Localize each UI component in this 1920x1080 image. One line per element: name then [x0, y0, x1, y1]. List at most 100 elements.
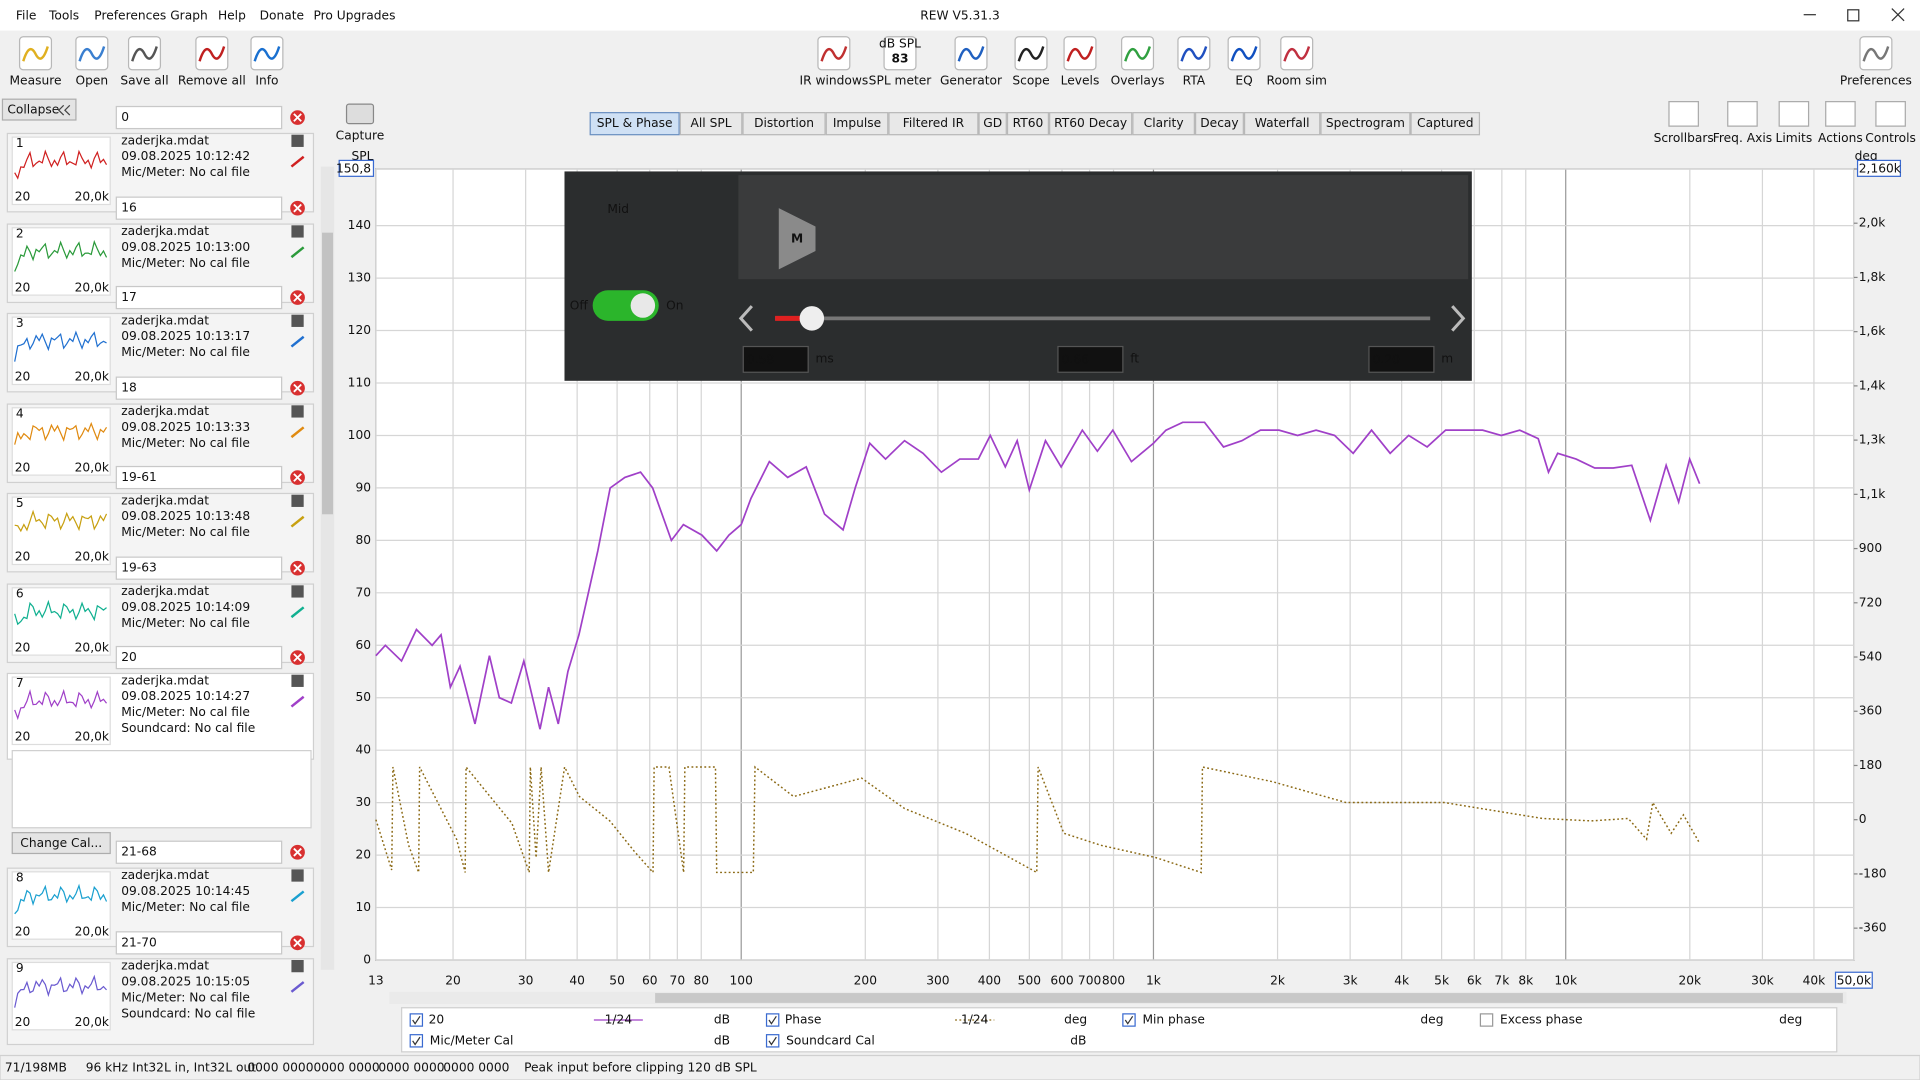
- graph-tab[interactable]: [1006, 112, 1050, 136]
- change-cal-label[interactable]: Change Cal...: [20, 836, 102, 850]
- measurement-name-field[interactable]: [115, 376, 283, 400]
- toolbar-button[interactable]: Measure: [10, 73, 62, 87]
- graph-tab-label[interactable]: RT60 Decay: [1054, 116, 1127, 130]
- capture-icon[interactable]: [345, 103, 375, 125]
- graph-tab-label[interactable]: GD: [983, 116, 1002, 130]
- view-control-label[interactable]: Freq. Axis: [1713, 131, 1772, 145]
- view-control-label[interactable]: Limits: [1776, 131, 1813, 145]
- menu-item[interactable]: Tools: [48, 8, 79, 22]
- graph-tab-label[interactable]: Distortion: [754, 116, 814, 130]
- graph-tab[interactable]: [1049, 112, 1133, 136]
- view-control-icon[interactable]: [1825, 101, 1856, 127]
- toolbar-button[interactable]: IR windows: [799, 73, 868, 87]
- sidebar-scroll-thumb[interactable]: [322, 232, 334, 515]
- measurement-name[interactable]: 18: [121, 381, 137, 395]
- toolbar-button[interactable]: Remove all: [178, 73, 246, 87]
- view-control-icon[interactable]: [1727, 101, 1758, 127]
- delay-field[interactable]: [1368, 345, 1435, 373]
- color-pen[interactable]: [290, 246, 305, 259]
- graph-tab[interactable]: [1410, 112, 1481, 136]
- measurement-name-field[interactable]: [115, 196, 283, 220]
- measurement-name[interactable]: 19-63: [121, 561, 157, 575]
- save-icon[interactable]: [291, 225, 304, 238]
- save-icon[interactable]: [291, 674, 304, 687]
- save-icon[interactable]: [291, 494, 304, 507]
- window-controls[interactable]: [1803, 8, 1905, 22]
- graph-tab-label[interactable]: Decay: [1200, 116, 1238, 130]
- color-pen[interactable]: [290, 335, 305, 348]
- toolbar-button[interactable]: Levels: [1061, 73, 1100, 87]
- graph-tab[interactable]: [978, 112, 1007, 136]
- delay-field[interactable]: [742, 345, 809, 373]
- collapse-label[interactable]: Collapse: [7, 103, 59, 117]
- toolbar-button[interactable]: Generator: [940, 73, 1003, 87]
- graph-tab-label[interactable]: Filtered IR: [903, 116, 965, 130]
- graph-tab-label[interactable]: SPL & Phase: [597, 116, 673, 130]
- x-limit-box[interactable]: [1834, 971, 1873, 989]
- graph-tab-label[interactable]: Spectrogram: [1326, 116, 1405, 130]
- measurement-name-field[interactable]: [115, 556, 283, 580]
- toggle-knob[interactable]: [630, 293, 656, 318]
- checkbox[interactable]: [765, 1013, 780, 1027]
- menu-item[interactable]: Preferences: [94, 8, 166, 22]
- graph-tab[interactable]: [742, 112, 826, 136]
- measurement-name-field[interactable]: [115, 931, 283, 955]
- measurement-name-field[interactable]: [115, 285, 283, 310]
- toolbar-button[interactable]: Save all: [120, 73, 168, 87]
- measurement-name[interactable]: 0: [121, 110, 129, 124]
- restore[interactable]: [1847, 9, 1860, 22]
- graph-tab-label[interactable]: Captured: [1417, 116, 1473, 130]
- toolbar-button[interactable]: Preferences: [1840, 73, 1912, 87]
- graph-tab[interactable]: [825, 112, 889, 136]
- toolbar-button[interactable]: Info: [255, 73, 278, 87]
- toolbar-icon[interactable]: [883, 36, 917, 71]
- color-pen[interactable]: [290, 155, 305, 168]
- view-control-label[interactable]: Scrollbars: [1654, 131, 1714, 145]
- menu-item[interactable]: Graph: [170, 8, 208, 22]
- view-control-label[interactable]: Actions: [1818, 131, 1863, 145]
- color-pen[interactable]: [290, 515, 305, 528]
- checkbox[interactable]: [1122, 1013, 1136, 1027]
- measurement-name[interactable]: 19-61: [121, 470, 157, 484]
- toolbar-button[interactable]: Overlays: [1111, 73, 1165, 87]
- measurement-name[interactable]: 21-70: [121, 935, 157, 949]
- delay-value[interactable]: 0.66: [1062, 353, 1089, 367]
- view-control-icon[interactable]: [1875, 101, 1906, 127]
- view-control-label[interactable]: Controls: [1865, 131, 1916, 145]
- delay-field[interactable]: [1057, 345, 1124, 373]
- y2-limit-box[interactable]: [1856, 159, 1902, 177]
- measurement-name[interactable]: 21-68: [121, 845, 157, 859]
- measurement-name[interactable]: 17: [121, 290, 137, 304]
- measurement-name-field[interactable]: [115, 465, 283, 490]
- menu-item[interactable]: Help: [218, 8, 246, 22]
- save-icon[interactable]: [291, 314, 304, 327]
- view-control-icon[interactable]: [1668, 101, 1699, 127]
- delay-value[interactable]: 0.20: [1373, 353, 1400, 367]
- delay-value[interactable]: 0.58: [747, 353, 774, 367]
- checkbox[interactable]: [409, 1013, 424, 1027]
- save-icon[interactable]: [291, 405, 304, 418]
- checkbox[interactable]: [1479, 1013, 1494, 1027]
- graph-tab[interactable]: [888, 112, 979, 136]
- save-icon[interactable]: [291, 585, 304, 598]
- menu-item[interactable]: Pro Upgrades: [313, 8, 395, 22]
- color-pen[interactable]: [290, 981, 305, 993]
- measurement-name-field[interactable]: [115, 645, 283, 670]
- graph-tab[interactable]: [679, 112, 743, 136]
- graph-tab[interactable]: [1320, 112, 1411, 136]
- graph-h-scroll-thumb[interactable]: [655, 993, 1843, 1003]
- graph-tab[interactable]: [1194, 112, 1244, 136]
- measurement-name[interactable]: 16: [121, 201, 137, 215]
- toolbar-button[interactable]: Room sim: [1267, 73, 1327, 87]
- graph-tab-label[interactable]: Impulse: [833, 116, 881, 130]
- graph-tab[interactable]: [589, 112, 680, 136]
- close[interactable]: [1891, 8, 1905, 22]
- graph-tab[interactable]: [1243, 112, 1321, 136]
- capture-label[interactable]: Capture: [336, 128, 385, 142]
- checkbox[interactable]: [765, 1034, 780, 1048]
- slider-prev[interactable]: [738, 305, 753, 332]
- toolbar-button[interactable]: Scope: [1012, 73, 1049, 87]
- measurement-name-field[interactable]: [115, 105, 283, 130]
- graph-tab[interactable]: [1132, 112, 1195, 136]
- collapse-button[interactable]: [1, 98, 77, 121]
